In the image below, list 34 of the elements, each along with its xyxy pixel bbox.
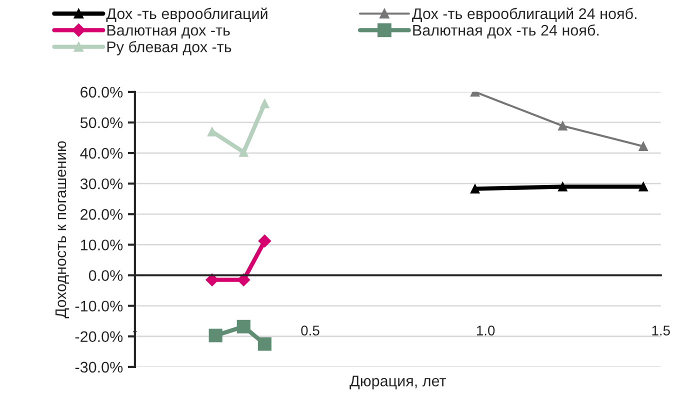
y-tick-label: -30.0% bbox=[75, 362, 123, 373]
y-tick-label: 0.0% bbox=[88, 270, 123, 281]
point bbox=[236, 320, 250, 334]
point bbox=[258, 337, 272, 351]
point bbox=[237, 273, 250, 286]
point bbox=[558, 182, 568, 192]
x-tick-label: 1.5 bbox=[652, 326, 670, 336]
legend-label: Ру блевая дох -ть bbox=[107, 40, 232, 56]
point bbox=[207, 126, 217, 136]
point bbox=[638, 182, 648, 192]
y-tick-label: 10.0% bbox=[80, 240, 123, 250]
point bbox=[558, 121, 568, 131]
y-tick-label: -20.0% bbox=[75, 331, 123, 342]
y-tick-label: 30.0% bbox=[80, 178, 123, 190]
y-axis-title: Доходность к погашению bbox=[55, 141, 70, 318]
point bbox=[258, 234, 272, 248]
y-tick-label: 40.0% bbox=[80, 148, 123, 159]
legend-label: Дох -ть еврооблигаций 24 нояб. bbox=[412, 8, 636, 22]
point bbox=[208, 328, 222, 342]
point bbox=[238, 147, 248, 157]
y-tick-label: 20.0% bbox=[80, 209, 123, 220]
x-axis-title: Дюрация, лет bbox=[350, 376, 446, 390]
point bbox=[206, 273, 218, 286]
legend-label: Валютная дох -ть 24 нояб. bbox=[413, 24, 599, 39]
y-tick-label: 60.0% bbox=[80, 86, 123, 98]
point bbox=[638, 142, 648, 152]
legend-label: Валютная дох -ть bbox=[107, 25, 230, 39]
x-tick-label: 1.0 bbox=[476, 326, 495, 336]
x-tick-label: 0.5 bbox=[301, 326, 320, 336]
y-tick-label: -10.0% bbox=[75, 300, 123, 312]
point bbox=[470, 184, 480, 194]
y-tick-label: 50.0% bbox=[80, 117, 123, 128]
point bbox=[260, 98, 270, 108]
legend-label: Дох -ть еврооблигаций bbox=[106, 8, 268, 22]
